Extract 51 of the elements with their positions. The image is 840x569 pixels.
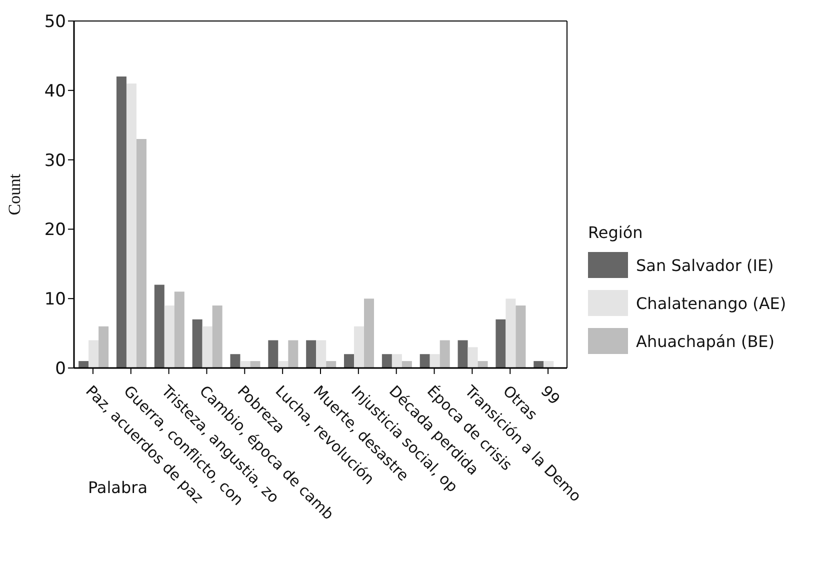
bar — [174, 292, 184, 368]
bar — [364, 298, 374, 368]
y-tick-label: 40 — [44, 81, 66, 102]
legend-title: Región — [588, 223, 644, 242]
bar — [506, 298, 516, 368]
bar — [306, 340, 316, 368]
legend-label: San Salvador (IE) — [636, 256, 774, 274]
y-tick-label: 30 — [44, 150, 66, 171]
bar — [250, 361, 260, 368]
y-tick-label: 20 — [44, 220, 66, 240]
bar — [478, 361, 488, 368]
bar — [192, 319, 202, 368]
bar — [88, 340, 99, 368]
bar — [212, 306, 222, 368]
bar — [516, 306, 526, 368]
bar — [402, 361, 412, 368]
bar — [98, 326, 109, 368]
bar — [392, 354, 402, 368]
legend-label: Ahuachapán (BE) — [636, 332, 775, 350]
legend-label: Chalatenango (AE) — [636, 294, 786, 312]
x-axis-title: Palabra — [88, 478, 148, 497]
bar — [78, 361, 89, 368]
bar — [382, 354, 392, 368]
y-tick-label: 50 — [44, 12, 66, 32]
bar — [496, 319, 506, 368]
x-tick-label: 99 — [537, 382, 564, 408]
y-tick-label: 10 — [44, 290, 66, 310]
bar — [354, 326, 364, 368]
bar — [326, 361, 336, 368]
bar — [136, 138, 146, 368]
bar — [468, 347, 478, 368]
bar — [268, 340, 278, 368]
bar — [344, 354, 354, 368]
y-axis-title: Count — [5, 173, 24, 216]
bar — [544, 361, 554, 368]
bar — [288, 340, 298, 368]
bar — [458, 340, 468, 368]
bar — [154, 284, 164, 368]
y-tick-label: 0 — [55, 359, 66, 380]
bar — [420, 354, 430, 368]
bar — [430, 354, 440, 368]
bar — [240, 361, 250, 368]
bar — [278, 361, 288, 368]
bar — [534, 361, 544, 368]
bar — [230, 354, 240, 368]
bar — [164, 306, 174, 368]
bar — [202, 326, 212, 368]
bar — [126, 83, 136, 368]
bar — [316, 340, 326, 368]
bar — [116, 76, 126, 368]
bar — [440, 340, 450, 368]
